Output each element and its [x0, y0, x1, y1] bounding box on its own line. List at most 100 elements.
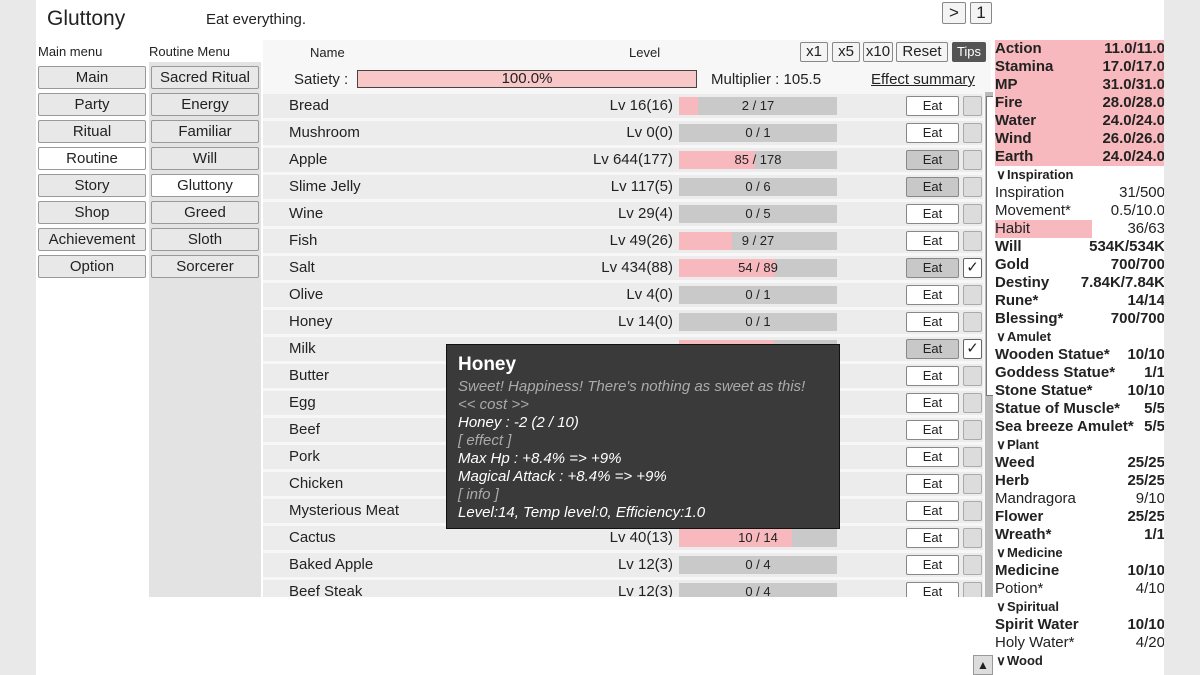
- resource-value: 11.0/11.0: [1104, 40, 1164, 57]
- routine-menu-item-gluttony[interactable]: Gluttony: [151, 174, 259, 197]
- auto-eat-checkbox[interactable]: [963, 150, 982, 170]
- auto-eat-checkbox[interactable]: [963, 366, 982, 386]
- triangle-up-icon[interactable]: ▲: [973, 655, 993, 675]
- eat-button[interactable]: Eat: [906, 177, 959, 197]
- eat-button[interactable]: Eat: [906, 312, 959, 332]
- resource-value: 31/500: [1119, 184, 1164, 201]
- auto-eat-checkbox[interactable]: [963, 582, 982, 597]
- auto-eat-checkbox[interactable]: [963, 393, 982, 413]
- auto-eat-checkbox[interactable]: [963, 285, 982, 305]
- resource-value: 7.84K/7.84K: [1080, 274, 1164, 291]
- resource-section-heading[interactable]: ∨Amulet: [995, 328, 1164, 346]
- chevron-down-icon: ∨: [996, 599, 1006, 614]
- eat-button[interactable]: Eat: [906, 393, 959, 413]
- resource-section-heading[interactable]: ∨Inspiration: [995, 166, 1164, 184]
- resource-section-heading[interactable]: ∨Wood: [995, 652, 1164, 670]
- resource-row: Gold 700/700: [995, 256, 1164, 274]
- food-level: Lv 12(3): [617, 556, 673, 573]
- eat-button[interactable]: Eat: [906, 150, 959, 170]
- food-progress-text: 2 / 17: [741, 98, 775, 113]
- main-menu-item-main[interactable]: Main: [38, 66, 146, 89]
- eat-button[interactable]: Eat: [906, 501, 959, 521]
- auto-eat-checkbox[interactable]: ✓: [963, 258, 982, 278]
- resource-value: 9/10: [1135, 490, 1164, 507]
- eat-button[interactable]: Eat: [906, 339, 959, 359]
- main-menu-item-party[interactable]: Party: [38, 93, 146, 116]
- main-menu-item-shop[interactable]: Shop: [38, 201, 146, 224]
- main-menu-item-ritual[interactable]: Ritual: [38, 120, 146, 143]
- resource-section-heading[interactable]: ∨Medicine: [995, 544, 1164, 562]
- eat-button[interactable]: Eat: [906, 285, 959, 305]
- auto-eat-checkbox[interactable]: [963, 501, 982, 521]
- eat-button[interactable]: Eat: [906, 528, 959, 548]
- resource-fill: [995, 76, 1164, 94]
- multiplier-x10-button[interactable]: x10: [863, 42, 893, 62]
- auto-eat-checkbox[interactable]: [963, 447, 982, 467]
- resource-label: Goddess Statue*: [995, 364, 1116, 381]
- main-menu-item-achievement[interactable]: Achievement: [38, 228, 146, 251]
- routine-menu-item-sloth[interactable]: Sloth: [151, 228, 259, 251]
- resource-label: Habit: [995, 220, 1031, 237]
- eat-button[interactable]: Eat: [906, 474, 959, 494]
- tips-button[interactable]: Tips: [952, 42, 986, 62]
- auto-eat-checkbox[interactable]: [963, 231, 982, 251]
- food-level: Lv 16(16): [609, 97, 673, 114]
- main-menu-item-option[interactable]: Option: [38, 255, 146, 278]
- auto-eat-checkbox[interactable]: [963, 312, 982, 332]
- routine-menu-item-will[interactable]: Will: [151, 147, 259, 170]
- resource-label: Earth: [995, 148, 1034, 165]
- auto-eat-checkbox[interactable]: [963, 420, 982, 440]
- reset-button[interactable]: Reset: [896, 42, 948, 62]
- resource-label: Will: [995, 238, 1022, 255]
- resource-section-heading[interactable]: ∨Spiritual: [995, 598, 1164, 616]
- main-menu-item-routine[interactable]: Routine: [38, 147, 146, 170]
- auto-eat-checkbox[interactable]: [963, 96, 982, 116]
- routine-menu-item-familiar[interactable]: Familiar: [151, 120, 259, 143]
- auto-eat-checkbox[interactable]: [963, 474, 982, 494]
- next-page-button[interactable]: >: [942, 2, 966, 24]
- routine-menu-item-sorcerer[interactable]: Sorcerer: [151, 255, 259, 278]
- page-number-button[interactable]: 1: [970, 2, 992, 24]
- eat-button[interactable]: Eat: [906, 366, 959, 386]
- auto-eat-checkbox[interactable]: [963, 177, 982, 197]
- resource-value: 25/25: [1127, 454, 1164, 471]
- resource-row: Inspiration 31/500: [995, 184, 1164, 202]
- food-progress-fill: [679, 259, 775, 277]
- chevron-down-icon: ∨: [996, 545, 1006, 560]
- food-name: Chicken: [289, 475, 344, 492]
- section-label: Plant: [1007, 437, 1039, 452]
- food-progress-bar: 0 / 6: [679, 178, 837, 196]
- eat-button[interactable]: Eat: [906, 231, 959, 251]
- food-progress-text: 9 / 27: [741, 233, 775, 248]
- resource-value: 5/5: [1144, 418, 1164, 435]
- eat-button[interactable]: Eat: [906, 258, 959, 278]
- routine-menu-item-sacred-ritual[interactable]: Sacred Ritual: [151, 66, 259, 89]
- resource-label: Holy Water*: [995, 634, 1075, 651]
- food-progress-bar: 0 / 1: [679, 124, 837, 142]
- eat-button[interactable]: Eat: [906, 555, 959, 575]
- auto-eat-checkbox[interactable]: [963, 528, 982, 548]
- multiplier-x5-button[interactable]: x5: [832, 42, 860, 62]
- eat-button[interactable]: Eat: [906, 123, 959, 143]
- routine-menu-item-greed[interactable]: Greed: [151, 201, 259, 224]
- effect-summary-link[interactable]: Effect summary: [871, 71, 975, 88]
- eat-button[interactable]: Eat: [906, 420, 959, 440]
- auto-eat-checkbox[interactable]: [963, 123, 982, 143]
- resource-value: 26.0/26.0: [1102, 130, 1164, 147]
- multiplier-label: Multiplier : 105.5: [711, 71, 822, 88]
- eat-button[interactable]: Eat: [906, 582, 959, 597]
- auto-eat-checkbox[interactable]: [963, 204, 982, 224]
- multiplier-x1-button[interactable]: x1: [800, 42, 828, 62]
- main-menu-item-story[interactable]: Story: [38, 174, 146, 197]
- auto-eat-checkbox[interactable]: ✓: [963, 339, 982, 359]
- eat-button[interactable]: Eat: [906, 204, 959, 224]
- eat-button[interactable]: Eat: [906, 96, 959, 116]
- food-name: Mysterious Meat: [289, 502, 400, 519]
- auto-eat-checkbox[interactable]: [963, 555, 982, 575]
- routine-menu-item-energy[interactable]: Energy: [151, 93, 259, 116]
- eat-button[interactable]: Eat: [906, 447, 959, 467]
- food-progress-text: 0 / 6: [745, 179, 771, 194]
- resource-section-heading[interactable]: ∨Plant: [995, 436, 1164, 454]
- resource-label: Mandragora: [995, 490, 1076, 507]
- food-row: Baked Apple Lv 12(3) 0 / 4 Eat: [263, 553, 983, 577]
